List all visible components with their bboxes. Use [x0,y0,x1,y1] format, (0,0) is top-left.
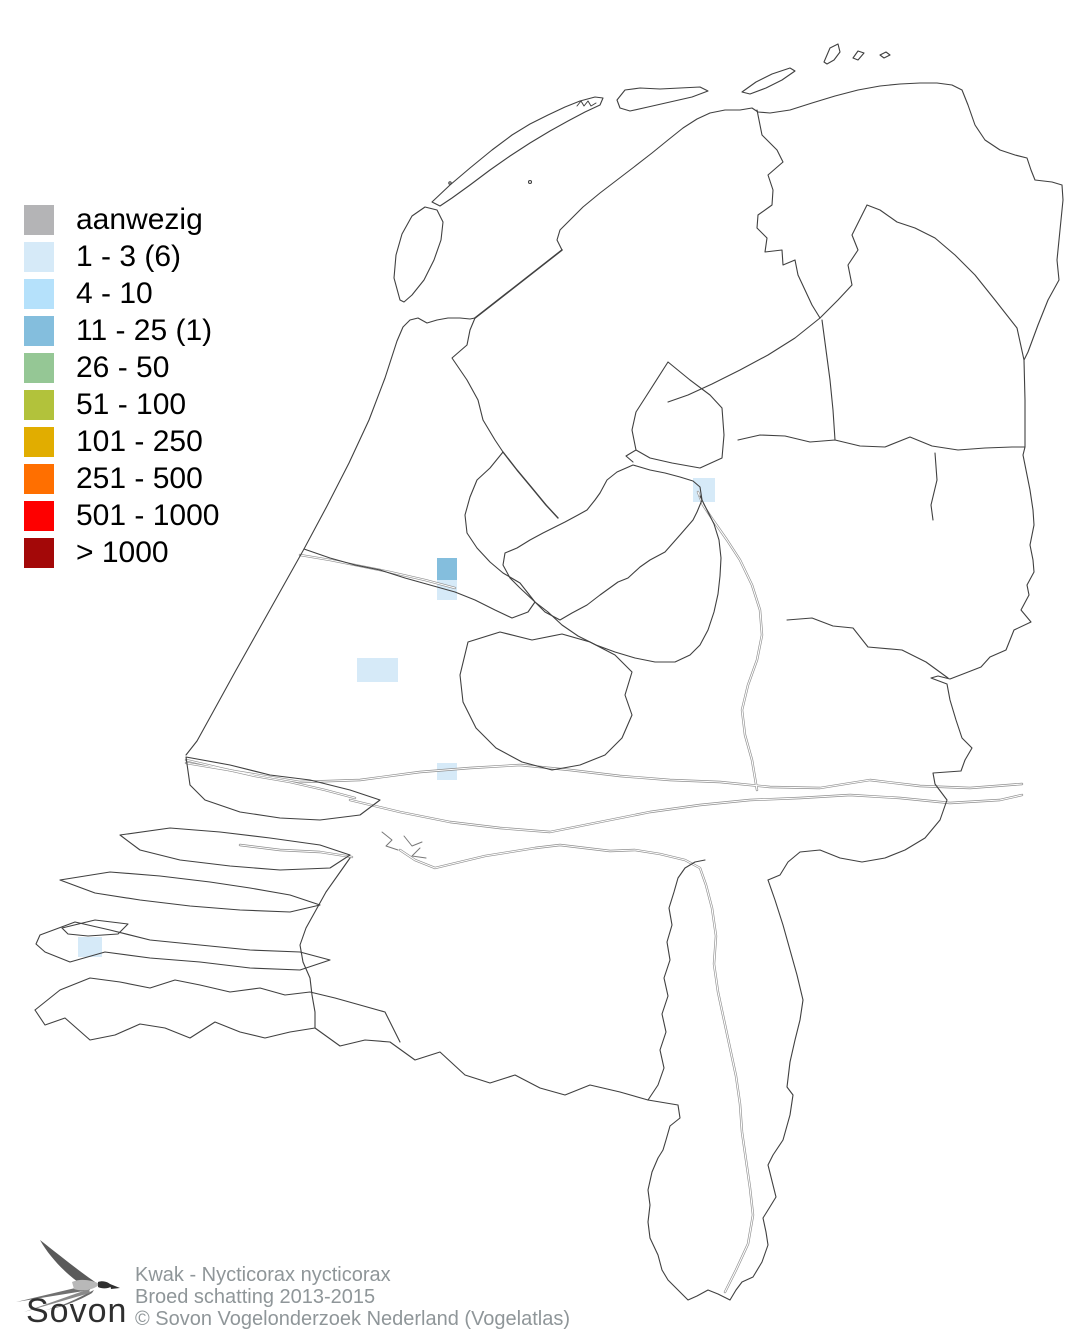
island-rottum [852,50,891,61]
border-friesland-south [667,317,821,403]
noordoostpolder-outline [625,361,725,469]
island-vlieland [431,96,604,207]
map-legend: aanwezig 1 - 3 (6) 4 - 10 11 - 25 (1) 26 - 5… [24,201,219,571]
legend-color-swatch [24,463,54,494]
caption-subtitle: Broed schatting 2013-2015 [135,1286,376,1308]
wadden-islands [393,43,891,303]
biesbosch-detail [381,831,427,859]
coast-north-and-east-border [556,82,1064,881]
legend-item: 501 - 1000 [24,497,219,534]
canal-noordzeekanaal [298,553,457,590]
atlas-block-square [378,658,398,682]
legend-item: 4 - 10 [24,275,219,312]
borders-layer [34,82,1064,1301]
legend-label: 11 - 25 (1) [76,314,213,347]
limburg-outline [647,879,804,1301]
coast-west [185,317,476,756]
rivers-layer [184,490,1024,1294]
island-schiermonnikoog [823,43,841,65]
island-noord-beveland [61,919,129,937]
map-caption: Kwak - Nycticorax nycticorax Broed schat… [135,1264,570,1330]
caption-copyright: © Sovon Vogelonderzoek Nederland (Vogela… [135,1308,571,1330]
legend-label: 1 - 3 (6) [76,240,182,273]
river-ijssel [696,490,764,792]
atlas-block-square [78,937,102,957]
legend-item: > 1000 [24,534,219,571]
border-salland-twente [930,452,938,521]
island-ameland [741,67,796,95]
legend-item: 251 - 500 [24,460,219,497]
legend-color-swatch [24,315,54,346]
legend-label: 501 - 1000 [76,499,220,532]
legend-label: aanwezig [76,203,203,236]
atlas-block-square [357,658,378,682]
river-maas [398,843,755,1294]
river-nederrijn-lek [184,761,1024,790]
border-overijssel-gelderland [786,617,949,679]
legend-item: 11 - 25 (1) [24,312,219,349]
legend-color-swatch [24,352,54,383]
island-walcheren-beveland [35,921,331,971]
flevoland-outline [502,464,703,621]
legend-item: aanwezig [24,201,219,238]
border-friesland-groningen [756,109,821,319]
legend-color-swatch [24,389,54,420]
legend-label: > 1000 [76,536,169,569]
border-nh-zh [303,548,536,619]
legend-item: 26 - 50 [24,349,219,386]
legend-color-swatch [24,500,54,531]
sovon-logo [16,1240,120,1312]
caption-species: Kwak - Nycticorax nycticorax [135,1264,391,1286]
island-goeree [119,827,351,871]
legend-label: 101 - 250 [76,425,203,458]
islet-dot-1 [527,179,533,185]
sovon-logo-text: Sovon [26,1292,128,1330]
border-groningen-drenthe [819,204,1025,361]
island-voorne-putten [185,756,381,821]
atlas-block-square [437,763,457,780]
legend-item: 51 - 100 [24,386,219,423]
legend-label: 51 - 100 [76,388,187,421]
afsluitdijk-dike [474,249,563,319]
legend-label: 251 - 500 [76,462,203,495]
markermeer-shore [451,317,722,663]
border-utrecht [459,631,633,771]
houtribdijk-dike [502,451,559,519]
belgium-border [34,1009,649,1101]
limburg-west-edge [647,859,706,1101]
legend-color-swatch [24,537,54,568]
island-terschelling [616,86,709,112]
legend-color-swatch [24,426,54,457]
atlas-block-square [437,558,457,580]
atlas-block-square [693,478,715,502]
swallow-icon [16,1240,120,1312]
legend-color-swatch [24,241,54,272]
island-schouwen-tholen [59,871,321,913]
zeeuws-vlaanderen-coast [34,977,401,1043]
legend-item: 101 - 250 [24,423,219,460]
legend-color-swatch [24,204,54,235]
legend-item: 1 - 3 (6) [24,238,219,275]
brabant-west-coast [299,857,351,1029]
vlieland-marsh-marks [576,100,597,107]
legend-label: 4 - 10 [76,277,153,310]
islet-dot-2 [448,181,452,185]
border-drenthe-overijssel [737,319,1026,451]
legend-label: 26 - 50 [76,351,170,384]
island-texel [393,206,444,303]
legend-color-swatch [24,278,54,309]
